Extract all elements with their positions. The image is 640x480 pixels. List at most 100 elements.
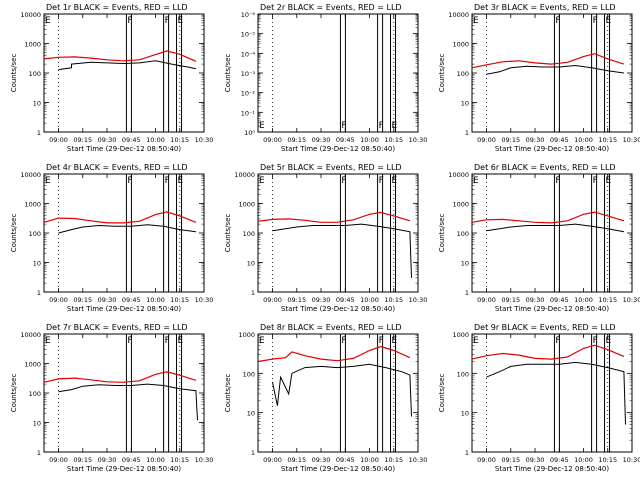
x-axis-label: Start Time (29-Dec-12 08:50:40)	[67, 305, 181, 313]
y-tick-label: 10000	[448, 171, 469, 179]
y-tick-label: 10⁻⁶	[241, 11, 256, 19]
series-events	[272, 223, 412, 278]
flag-label: F	[555, 16, 560, 26]
flag-label: F	[341, 176, 346, 186]
y-tick-label: 10	[33, 100, 41, 108]
x-tick-label: 09:45	[122, 136, 141, 144]
x-tick-label: 09:30	[312, 296, 331, 304]
panel-title: Det 3r BLACK = Events, RED = LLD	[474, 3, 616, 12]
flag-label: F	[379, 336, 384, 346]
y-axis-label: Counts/sec	[10, 374, 18, 413]
x-axis-label: Start Time (29-Dec-12 08:50:40)	[495, 305, 609, 313]
flag-label: E	[178, 336, 184, 346]
series-events	[58, 383, 198, 421]
flag-label: E	[606, 16, 612, 26]
flag-label: E	[259, 336, 265, 346]
flag-label: E	[45, 336, 51, 346]
panel-title: Det 4r BLACK = Events, RED = LLD	[46, 163, 188, 172]
panel-title: Det 8r BLACK = Events, RED = LLD	[260, 323, 402, 332]
flag-label: F	[593, 336, 598, 346]
flag-label: E	[178, 16, 184, 26]
x-tick-label: 10:30	[195, 296, 214, 304]
panel-det-3: Det 3r BLACK = Events, RED = LLD 09:00 09:…	[438, 3, 640, 153]
flag-label: E	[259, 176, 265, 186]
y-tick-label: 10	[247, 410, 255, 418]
y-tick-label: 1000	[452, 41, 469, 49]
flag-label: E	[606, 336, 612, 346]
x-axis-label: Start Time (29-Dec-12 08:50:40)	[281, 145, 395, 153]
x-tick-label: 10:15	[384, 136, 403, 144]
y-tick-label: 1000	[238, 331, 255, 339]
flag-label: E	[45, 176, 51, 186]
series-events	[486, 64, 624, 75]
x-axis-label: Start Time (29-Dec-12 08:50:40)	[67, 145, 181, 153]
y-tick-label: 10	[33, 260, 41, 268]
panel-title: Det 7r BLACK = Events, RED = LLD	[46, 323, 188, 332]
flag-label: F	[341, 121, 346, 131]
flag-label: F	[593, 176, 598, 186]
x-axis-label: Start Time (29-Dec-12 08:50:40)	[281, 465, 395, 473]
series-events	[486, 223, 624, 233]
panel-det-5: Det 5r BLACK = Events, RED = LLD 09:00 09:…	[224, 163, 427, 313]
y-tick-label: 1	[37, 449, 41, 457]
y-tick-label: 10000	[20, 11, 41, 19]
x-tick-label: 10:15	[384, 296, 403, 304]
y-tick-label: 10000	[234, 171, 255, 179]
flag-label: F	[127, 176, 132, 186]
panel-title: Det 2r BLACK = Events, RED = LLD	[260, 3, 402, 12]
x-tick-label: 10:15	[384, 456, 403, 464]
x-tick-label: 09:30	[312, 136, 331, 144]
y-axis-label: Counts/sec	[438, 214, 446, 253]
x-tick-label: 09:00	[49, 136, 68, 144]
x-tick-label: 09:00	[477, 456, 496, 464]
panel-det-9: Det 9r BLACK = Events, RED = LLD 09:00 09:…	[438, 323, 640, 473]
x-tick-label: 10:30	[409, 136, 428, 144]
y-axis-label: Counts/sec	[224, 54, 232, 93]
y-tick-label: 1	[251, 449, 255, 457]
panel-det-2: Det 2r BLACK = Events, RED = LLD 09:00 09:…	[224, 3, 427, 153]
x-tick-label: 10:30	[623, 296, 640, 304]
series-lld	[471, 344, 625, 360]
series-lld	[257, 211, 411, 223]
y-tick-label: 1	[465, 449, 469, 457]
x-tick-label: 09:45	[336, 136, 355, 144]
x-tick-label: 09:30	[98, 296, 117, 304]
panel-title: Det 6r BLACK = Events, RED = LLD	[474, 163, 616, 172]
x-tick-label: 09:45	[122, 296, 141, 304]
flag-label: E	[392, 121, 398, 131]
x-tick-label: 10:00	[574, 136, 593, 144]
x-axis-label: Start Time (29-Dec-12 08:50:40)	[495, 145, 609, 153]
x-tick-label: 09:45	[550, 456, 569, 464]
flag-label: F	[341, 336, 346, 346]
x-tick-label: 09:30	[98, 136, 117, 144]
x-tick-label: 10:30	[623, 136, 640, 144]
y-tick-label: 1	[37, 129, 41, 137]
flag-label: E	[473, 336, 479, 346]
flag-label: F	[555, 336, 560, 346]
y-tick-label: 10000	[448, 11, 469, 19]
x-tick-label: 09:15	[73, 296, 92, 304]
series-lld	[471, 53, 625, 69]
flag-label: F	[165, 16, 170, 26]
flag-label: F	[127, 336, 132, 346]
y-axis-label: Counts/sec	[10, 214, 18, 253]
flag-label: E	[606, 176, 612, 186]
panel-title: Det 9r BLACK = Events, RED = LLD	[474, 323, 616, 332]
y-tick-label: 1000	[24, 361, 41, 369]
flag-label: E	[259, 121, 265, 131]
x-tick-label: 09:00	[49, 456, 68, 464]
x-tick-label: 10:30	[409, 456, 428, 464]
x-tick-label: 10:15	[598, 296, 617, 304]
x-tick-label: 10:30	[195, 136, 214, 144]
x-tick-label: 09:15	[73, 136, 92, 144]
y-tick-label: 10	[461, 410, 469, 418]
panel-det-4: Det 4r BLACK = Events, RED = LLD 09:00 09:…	[10, 163, 213, 313]
y-tick-label: 100	[243, 370, 255, 378]
y-tick-label: 100	[29, 230, 41, 238]
x-tick-label: 09:00	[477, 136, 496, 144]
x-axis-label: Start Time (29-Dec-12 08:50:40)	[281, 305, 395, 313]
flag-label: F	[555, 176, 560, 186]
y-tick-label: 1000	[452, 331, 469, 339]
y-tick-label: 100	[243, 230, 255, 238]
series-events	[58, 224, 196, 234]
